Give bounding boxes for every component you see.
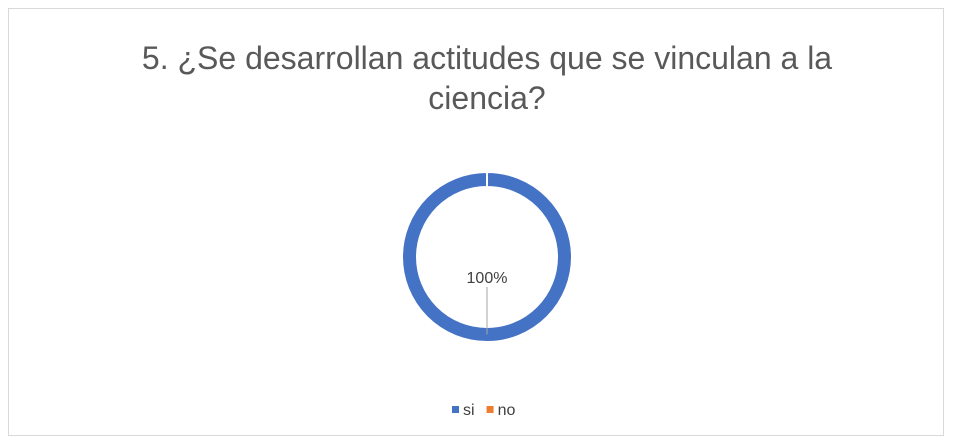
data-label: 100% — [467, 270, 508, 287]
legend-swatch — [452, 406, 459, 413]
legend-label: si — [463, 402, 475, 419]
legend-swatch — [486, 406, 494, 413]
chart-frame — [8, 8, 944, 436]
doughnut-segment — [401, 170, 573, 344]
chart-title: 5. ¿Se desarrollan actitudes que se vinc… — [141, 40, 833, 116]
legend-label: no — [498, 402, 516, 419]
